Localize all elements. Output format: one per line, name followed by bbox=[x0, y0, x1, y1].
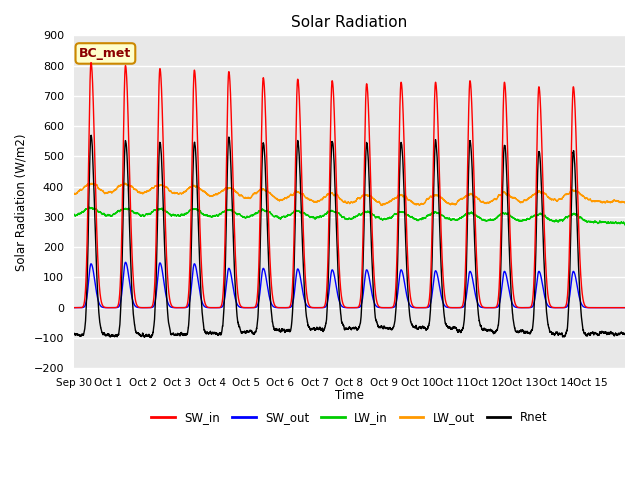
X-axis label: Time: Time bbox=[335, 389, 364, 402]
Title: Solar Radiation: Solar Radiation bbox=[291, 15, 408, 30]
Legend: SW_in, SW_out, LW_in, LW_out, Rnet: SW_in, SW_out, LW_in, LW_out, Rnet bbox=[147, 407, 552, 429]
Text: BC_met: BC_met bbox=[79, 47, 132, 60]
Y-axis label: Solar Radiation (W/m2): Solar Radiation (W/m2) bbox=[15, 133, 28, 271]
